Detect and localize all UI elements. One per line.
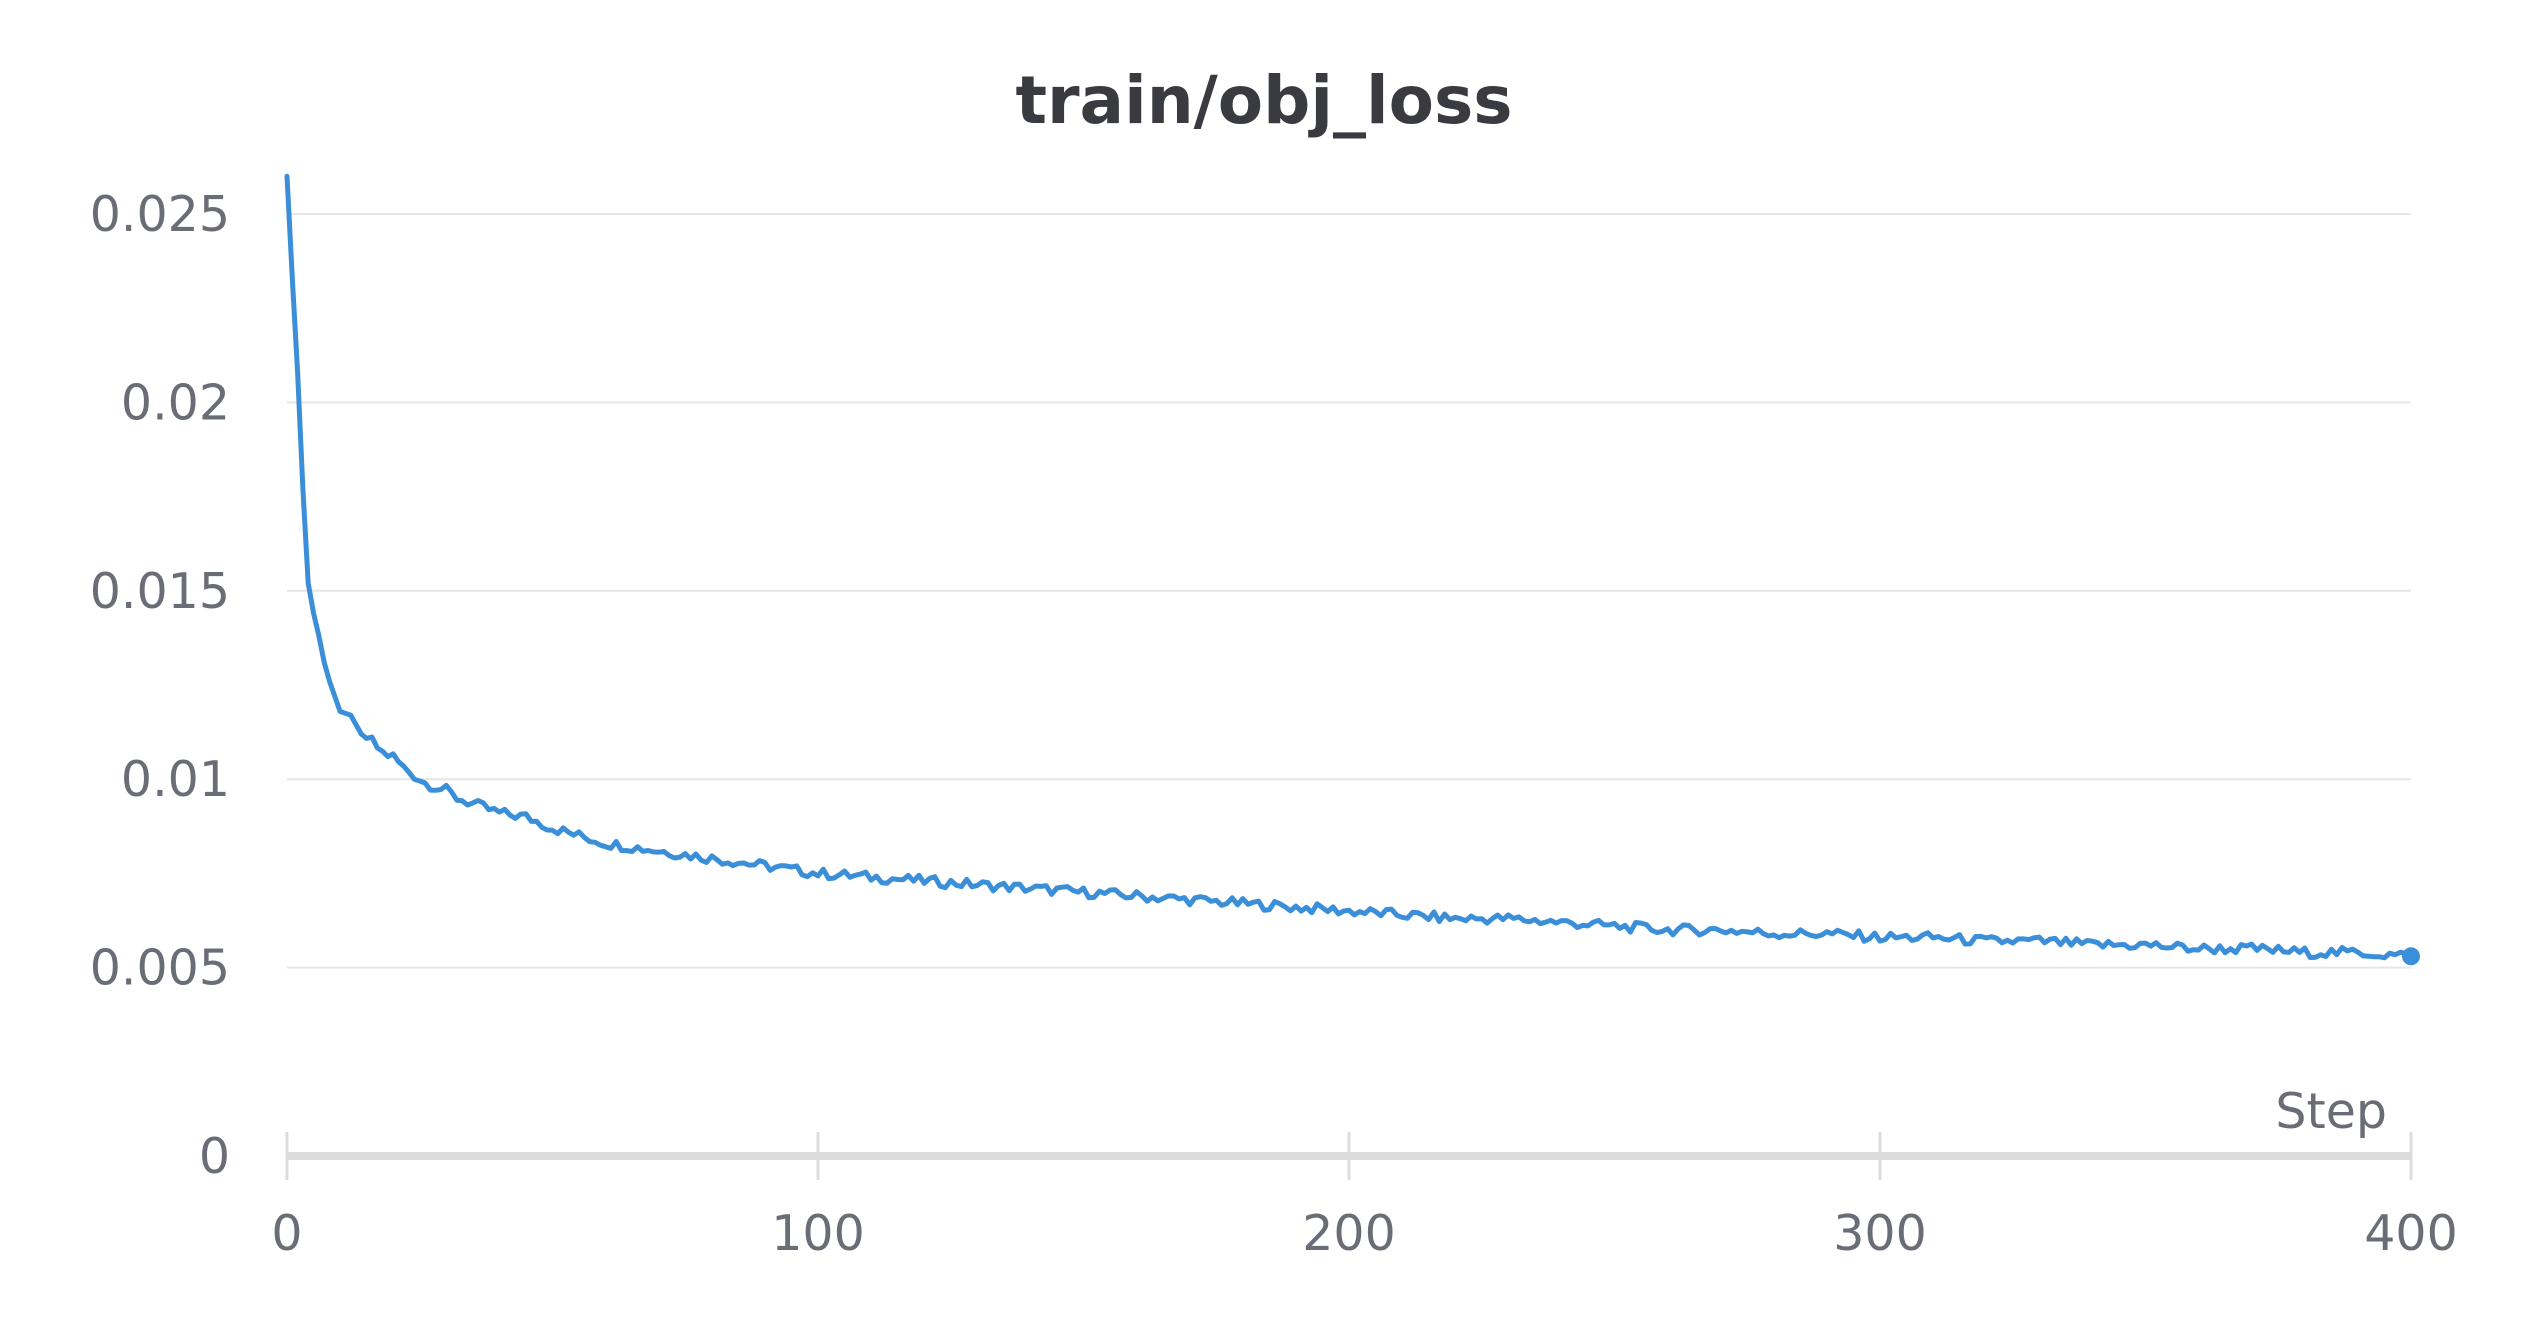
x-axis-label: Step xyxy=(2275,1083,2387,1140)
y-tick-label: 0.025 xyxy=(90,186,230,243)
x-tick-label: 300 xyxy=(1833,1205,1927,1262)
series-layer[interactable] xyxy=(284,173,2420,966)
series-line[interactable] xyxy=(284,173,2414,961)
y-tick-label: 0 xyxy=(199,1128,230,1185)
grid-lines xyxy=(287,213,2411,969)
y-tick-label: 0.005 xyxy=(90,940,230,997)
y-tick-label: 0.015 xyxy=(90,563,230,620)
chart-title: train/obj_loss xyxy=(1015,62,1513,139)
tick-labels: 0 0.005 0.01 0.015 0.02 0.025 0 100 200 300 400 Ste… xyxy=(90,186,2458,1262)
series-end-point[interactable] xyxy=(2402,947,2420,966)
x-tick-label: 400 xyxy=(2364,1205,2458,1262)
x-tick-label: 0 xyxy=(271,1205,302,1262)
y-tick-label: 0.01 xyxy=(121,751,230,808)
x-tick-label: 200 xyxy=(1302,1205,1396,1262)
y-tick-label: 0.02 xyxy=(121,374,230,431)
x-axis xyxy=(285,1132,2413,1180)
x-tick-label: 100 xyxy=(771,1205,865,1262)
